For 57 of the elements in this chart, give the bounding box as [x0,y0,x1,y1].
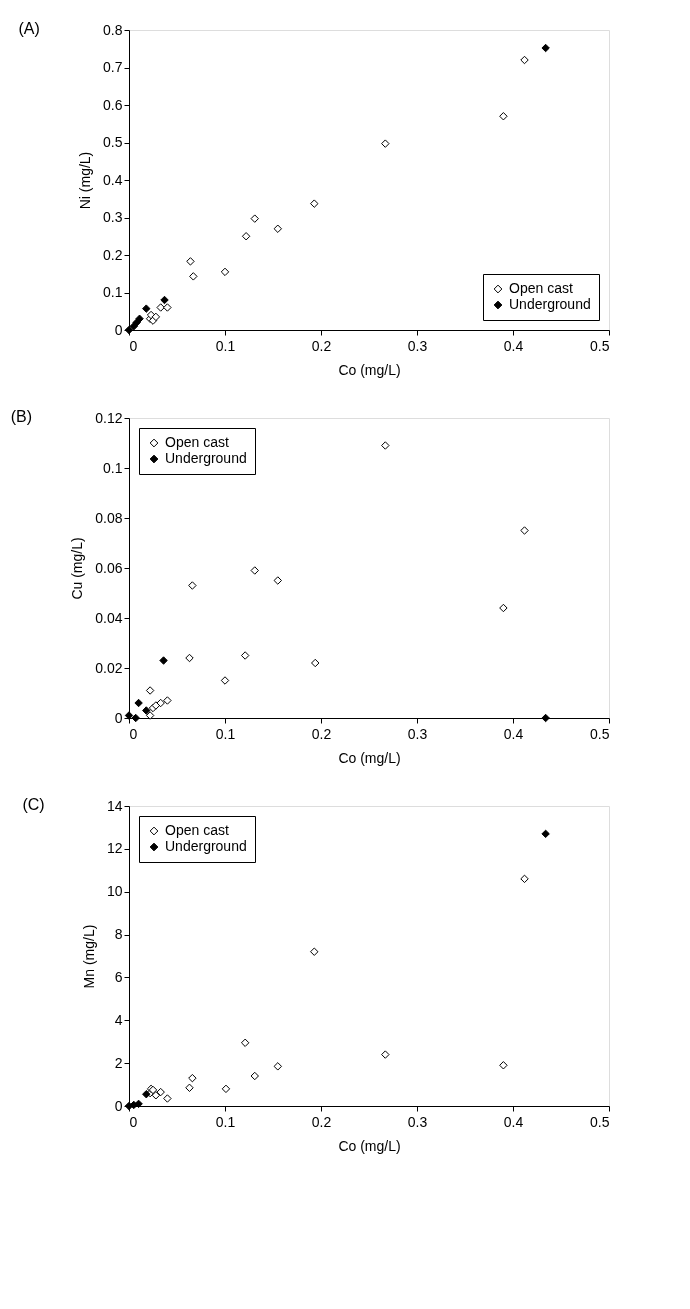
x-axis-title: Co (mg/L) [338,1137,401,1154]
x-tick-label: 0.3 [407,725,428,742]
x-tick-label: 0.2 [311,337,332,354]
x-tick-label: 0.1 [215,725,236,742]
y-tick-label: 14 [106,797,123,814]
x-tick-label: 0.2 [311,1113,332,1130]
y-tick-label: 0 [114,321,123,338]
y-tick-label: 0.1 [103,284,123,300]
x-tick-label: 0.4 [503,337,524,354]
y-tick-label: 0.8 [103,21,123,38]
x-axis-title: Co (mg/L) [338,361,401,378]
x-tick-label: 0.1 [215,1113,236,1130]
chart-title: (C) [22,796,45,813]
y-axis-title: Ni (mg/L) [77,151,94,210]
y-tick-label: 0.02 [95,659,123,676]
y-tick-label: 0.2 [103,246,123,263]
x-tick-label: 0 [129,1113,138,1130]
y-tick-label: 0.3 [103,209,123,225]
x-tick-label: 0.5 [590,337,610,354]
chart-title: (B) [10,408,33,425]
chart-title: (A) [18,20,40,37]
y-tick-label: 6 [114,968,123,985]
y-tick-label: 8 [114,926,123,943]
legend-label: Underground [509,296,591,312]
y-tick-label: 0 [114,1097,123,1114]
y-tick-label: 10 [106,883,123,900]
y-tick-label: 0.08 [95,509,123,526]
y-tick-label: 2 [114,1054,123,1071]
y-tick-label: 0.7 [103,59,123,75]
y-tick-label: 12 [106,840,123,857]
x-tick-label: 0.4 [503,725,524,742]
y-axis-title: Mn (mg/L) [80,924,97,989]
x-tick-label: 0.1 [215,337,236,354]
legend-label: Underground [165,450,247,466]
x-tick-label: 0 [129,337,138,354]
y-axis-title: Cu (mg/L) [69,537,86,600]
y-tick-label: 0.06 [95,559,123,576]
y-tick-label: 0.6 [103,96,123,113]
y-tick-label: 0.5 [103,134,123,150]
y-tick-label: 0.4 [103,171,123,188]
x-tick-label: 0.5 [590,1113,610,1130]
x-tick-label: 0.3 [407,337,428,354]
x-tick-label: 0.2 [311,725,332,742]
x-tick-label: 0.5 [590,725,610,742]
y-tick-label: 0.04 [95,609,123,626]
legend-label: Open cast [165,434,229,450]
legend-label: Open cast [165,822,229,838]
y-tick-label: 0.12 [95,409,123,426]
y-tick-label: 0 [114,709,123,726]
x-tick-label: 0 [129,725,138,742]
y-tick-label: 4 [114,1011,123,1028]
x-tick-label: 0.4 [503,1113,524,1130]
x-tick-label: 0.3 [407,1113,428,1130]
y-tick-label: 0.1 [103,459,123,476]
legend-label: Underground [165,838,247,854]
x-axis-title: Co (mg/L) [338,749,401,766]
legend-label: Open cast [509,280,573,296]
